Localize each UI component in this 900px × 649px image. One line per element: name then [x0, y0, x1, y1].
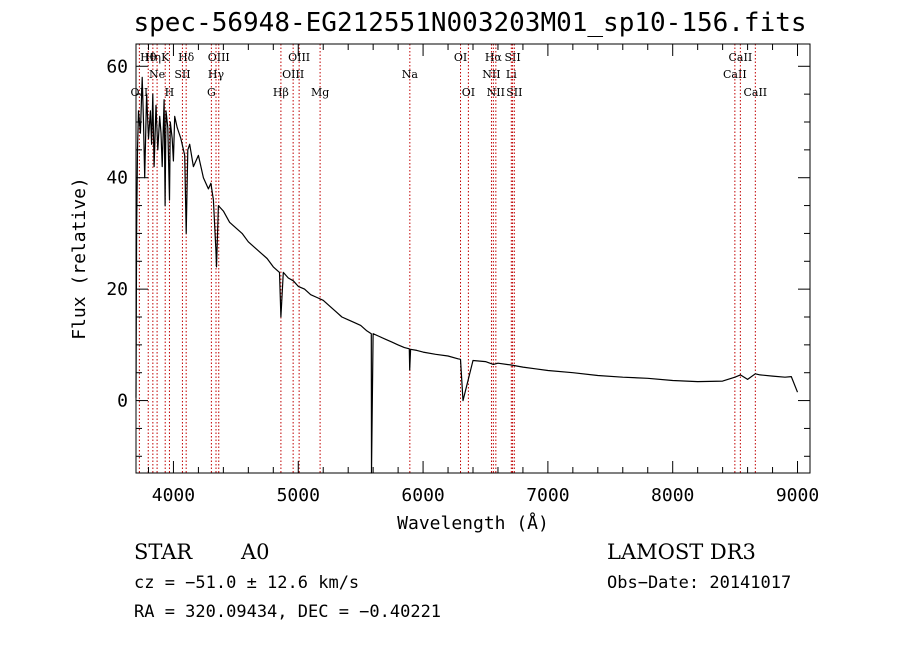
spectral-line-label: CaII	[743, 86, 767, 99]
spectral-line-label: Mg	[311, 86, 329, 99]
spectral-line-label: Hθ	[140, 51, 157, 64]
spectral-line-label: Hβ	[273, 86, 289, 99]
spectral-line-label: Hγ	[208, 68, 225, 81]
spectral-line-label: OIII	[282, 68, 304, 81]
x-tick-label: 4000	[152, 485, 195, 506]
object-subclass: A0	[241, 540, 270, 564]
spectral-line-label: Hδ	[178, 51, 195, 64]
x-tick-label: 6000	[401, 485, 444, 506]
spectrum-series-line	[135, 76, 799, 474]
spectral-line-label: Ne	[149, 68, 165, 81]
y-tick-label: 40	[106, 168, 128, 189]
y-tick-label: 20	[106, 279, 128, 300]
redshift-cz: cz = −51.0 ± 12.6 km/s	[134, 573, 360, 593]
x-tick-label: 9000	[776, 485, 819, 506]
coordinates: RA = 320.09434, DEC = −0.40221	[134, 602, 442, 622]
spectral-line-label: OII	[131, 86, 149, 99]
spectral-line-label: CaII	[723, 68, 747, 81]
spectral-line-label: Li	[506, 68, 517, 81]
spectral-line-label: OIII	[208, 51, 230, 64]
survey-name: LAMOST DR3	[607, 540, 756, 564]
spectral-line-label: SII	[506, 86, 522, 99]
spectral-line-label: Na	[402, 68, 419, 81]
observation-date: Obs−Date: 20141017	[607, 573, 792, 593]
plot-frame	[135, 43, 811, 474]
spectral-line-label: H	[165, 86, 175, 99]
spectral-line-label: OI	[454, 51, 467, 64]
x-tick-label: 7000	[526, 485, 569, 506]
x-tick-label: 5000	[277, 485, 320, 506]
chart-title: spec-56948-EG212551N003203M01_sp10-156.f…	[133, 8, 807, 38]
y-tick-label: 60	[106, 56, 128, 77]
axes: 4000 5000 6000 7000 8000 9000 0 20 40 60 Wavelengt…	[69, 43, 819, 534]
spectral-line-label: OI	[462, 86, 475, 99]
object-class: STAR	[134, 540, 193, 564]
y-axis-label: Flux (relative)	[69, 177, 90, 340]
spectral-line-label: SII	[504, 51, 520, 64]
spectral-line-label: Hη	[145, 51, 161, 64]
spectral-line-label: K	[161, 51, 170, 64]
spectral-line-label: G	[207, 86, 216, 99]
spectral-line-label: NII	[487, 86, 505, 99]
spectral-line-label: OIII	[288, 51, 310, 64]
x-tick-label: 8000	[651, 485, 694, 506]
spectral-line-label: SII	[174, 68, 190, 81]
x-axis-label: Wavelength (Å)	[397, 512, 549, 534]
spectral-line-label: NII	[482, 68, 500, 81]
spectral-line-label: CaII	[729, 51, 753, 64]
plot-area	[135, 76, 799, 474]
spectral-line-label: Hα	[485, 51, 503, 64]
y-tick-label: 0	[117, 391, 128, 412]
